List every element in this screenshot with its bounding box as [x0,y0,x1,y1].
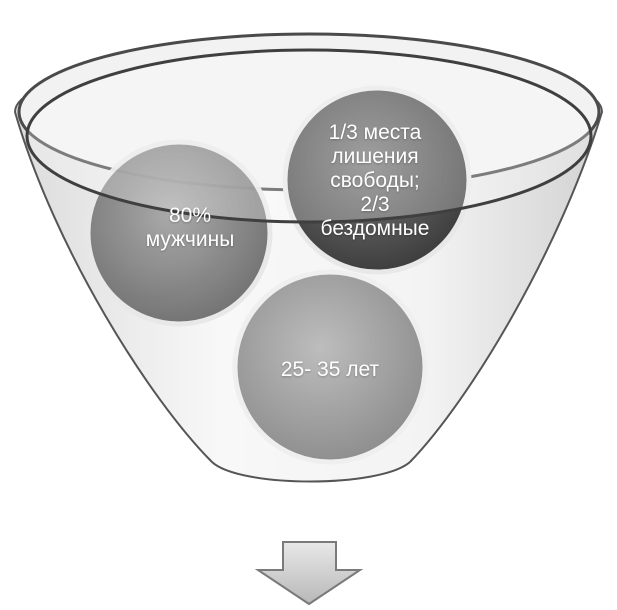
circle-men-label: 80% мужчины [145,204,235,251]
circle-prison-label: 1/3 места лишения свободы; 2/3 бездомные [320,121,430,240]
funnel-rim-front [25,48,593,224]
circle-prison [282,85,472,275]
down-arrow-icon [254,541,364,606]
circle-men [85,139,273,327]
circle-age-label: 25- 35 лет [280,358,380,381]
circle-age [232,269,428,465]
